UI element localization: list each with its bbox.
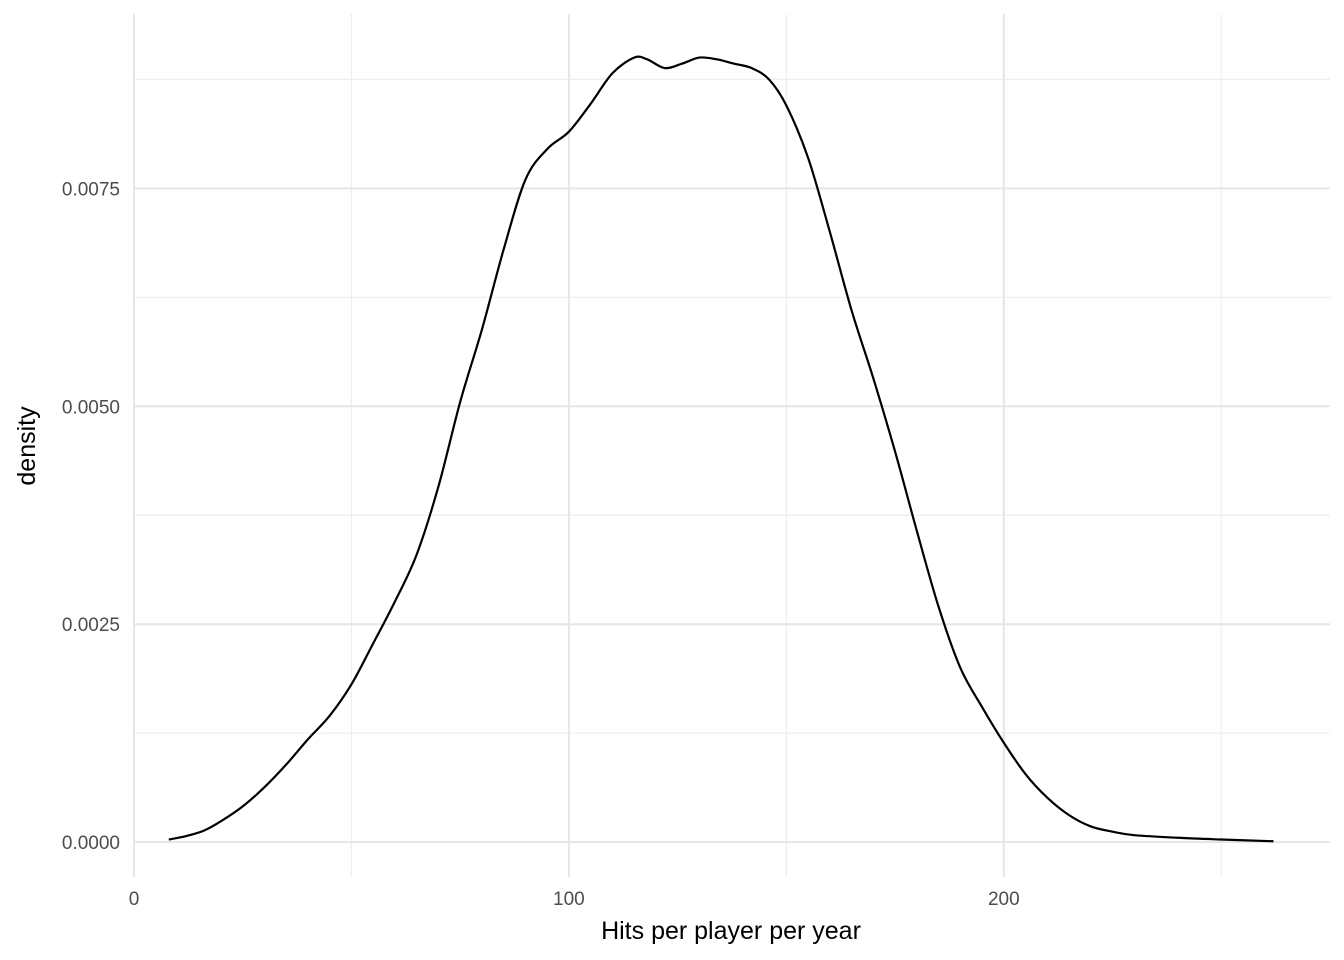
density-curve	[168, 55, 1274, 843]
y-tick-label: 0.0075	[62, 179, 120, 200]
y-tick-label: 0.0025	[62, 615, 120, 636]
y-tick-label: 0.0000	[62, 833, 120, 854]
y-tick-label: 0.0050	[62, 397, 120, 418]
x-tick-label: 0	[129, 889, 140, 910]
x-axis-title: Hits per player per year	[601, 917, 861, 945]
y-axis-title: density	[13, 406, 41, 486]
grid	[133, 14, 1330, 877]
x-tick-label: 200	[988, 889, 1020, 910]
plot-marks	[168, 55, 1274, 843]
x-tick-label: 100	[553, 889, 585, 910]
tick-labels: 0 100 200 0.0000 0.0025 0.0050 0.0075	[62, 179, 1020, 910]
